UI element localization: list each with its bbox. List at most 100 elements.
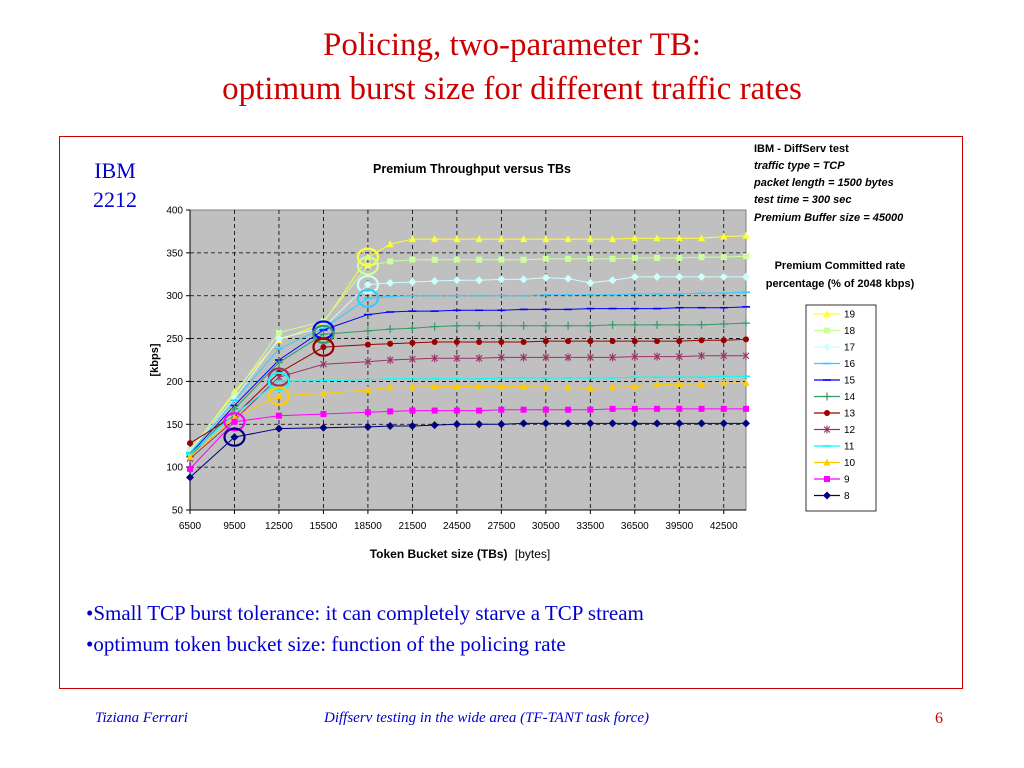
data-point (586, 278, 595, 287)
series-11 (186, 375, 750, 456)
data-point (609, 338, 616, 345)
legend-swatch-marker (823, 343, 831, 351)
data-point (476, 339, 483, 345)
data-point (697, 320, 706, 329)
y-tick-label: 250 (166, 334, 183, 345)
data-point (720, 351, 728, 360)
data-point (630, 320, 639, 329)
legend-swatch-marker (824, 476, 830, 482)
data-point (586, 235, 594, 243)
optimum-highlight-circle (267, 367, 291, 387)
data-point (520, 382, 528, 390)
legend-swatch-marker (823, 310, 831, 317)
data-point (320, 411, 327, 417)
throughput-chart: 50 100 150 200 250 300 350 400 6500 9500 12500 1550… (150, 143, 915, 561)
plot-area: 50 100 150 200 250 300 350 400 6500 9500 12500 1550… (166, 206, 750, 532)
data-point (497, 353, 505, 362)
data-point (720, 379, 728, 387)
data-point (587, 338, 594, 345)
legend-box (805, 304, 877, 512)
data-point (654, 338, 661, 345)
data-point (609, 255, 616, 262)
data-point (452, 276, 461, 285)
device-label-line1: IBM (94, 158, 136, 183)
series-line-11 (189, 375, 746, 455)
data-point (386, 356, 394, 364)
data-point (742, 231, 750, 239)
data-point (430, 277, 439, 286)
data-point (275, 373, 283, 382)
legend-label: 9 (844, 475, 850, 486)
data-point (386, 278, 395, 287)
legend-swatch-marker (824, 327, 830, 334)
data-point (609, 383, 617, 391)
data-point (386, 422, 395, 430)
x-axis-label-unit: [bytes] (515, 547, 550, 561)
optimum-highlight-circle (312, 324, 335, 344)
plot-background (189, 209, 747, 511)
data-point (742, 351, 750, 360)
data-point (653, 419, 662, 428)
data-point (630, 419, 639, 428)
data-point (386, 240, 394, 248)
data-point (698, 351, 705, 360)
data-point (497, 275, 506, 284)
legend-swatch-marker (823, 458, 831, 466)
data-point (386, 383, 394, 391)
data-point (564, 383, 572, 391)
data-point (431, 407, 438, 414)
x-tick-label: 21500 (398, 521, 426, 532)
data-point (408, 235, 416, 243)
data-point (609, 235, 617, 243)
data-point (475, 420, 484, 429)
data-point (476, 256, 483, 263)
x-tick-label: 42500 (710, 521, 738, 532)
data-point (387, 340, 394, 347)
optimum-highlight-circle (267, 386, 291, 406)
data-point (409, 355, 416, 364)
data-point (453, 382, 461, 390)
data-point (430, 421, 439, 430)
data-point (498, 256, 505, 263)
data-point (675, 272, 684, 281)
data-point (720, 232, 728, 240)
data-point (542, 338, 549, 345)
data-point (363, 326, 372, 335)
series-line-17 (189, 276, 746, 453)
test-info-box: IBM - DiffServ test traffic type = TCP p… (753, 143, 904, 224)
x-tick-label: 18500 (354, 521, 382, 532)
legend-label: 8 (844, 491, 850, 502)
data-point (408, 278, 417, 286)
data-point (654, 405, 661, 412)
legend-label: 11 (844, 442, 855, 453)
legend-title-line2: percentage (% of 2048 kbps) (766, 278, 915, 290)
data-point (719, 419, 728, 428)
data-point (319, 330, 328, 339)
data-point (587, 255, 594, 262)
data-point (653, 234, 661, 242)
y-tick-label: 300 (166, 291, 183, 302)
data-point (698, 337, 705, 344)
data-point (586, 353, 594, 362)
data-point (520, 235, 528, 243)
data-point (274, 424, 283, 433)
data-point (743, 336, 749, 343)
info-line-5: Premium Buffer size = 45000 (754, 212, 904, 224)
data-point (609, 405, 616, 412)
data-point (431, 354, 439, 363)
x-axis-label: Token Bucket size (TBs) [bytes] (370, 547, 551, 561)
data-point (631, 352, 639, 361)
data-point (564, 419, 573, 428)
data-point (497, 321, 506, 330)
data-point (408, 324, 417, 333)
legend: 19 18 17 16 15 14 13 12 11 10 9 8 (805, 304, 877, 512)
data-point (675, 380, 683, 387)
info-line-2: traffic type = TCP (754, 160, 845, 172)
data-point (564, 321, 573, 330)
series-16 (186, 291, 750, 454)
series-line-19 (189, 235, 747, 453)
data-point (743, 405, 749, 412)
data-point (230, 404, 239, 413)
legend-swatch-marker (823, 425, 831, 434)
optimum-highlight-circle (356, 274, 380, 295)
